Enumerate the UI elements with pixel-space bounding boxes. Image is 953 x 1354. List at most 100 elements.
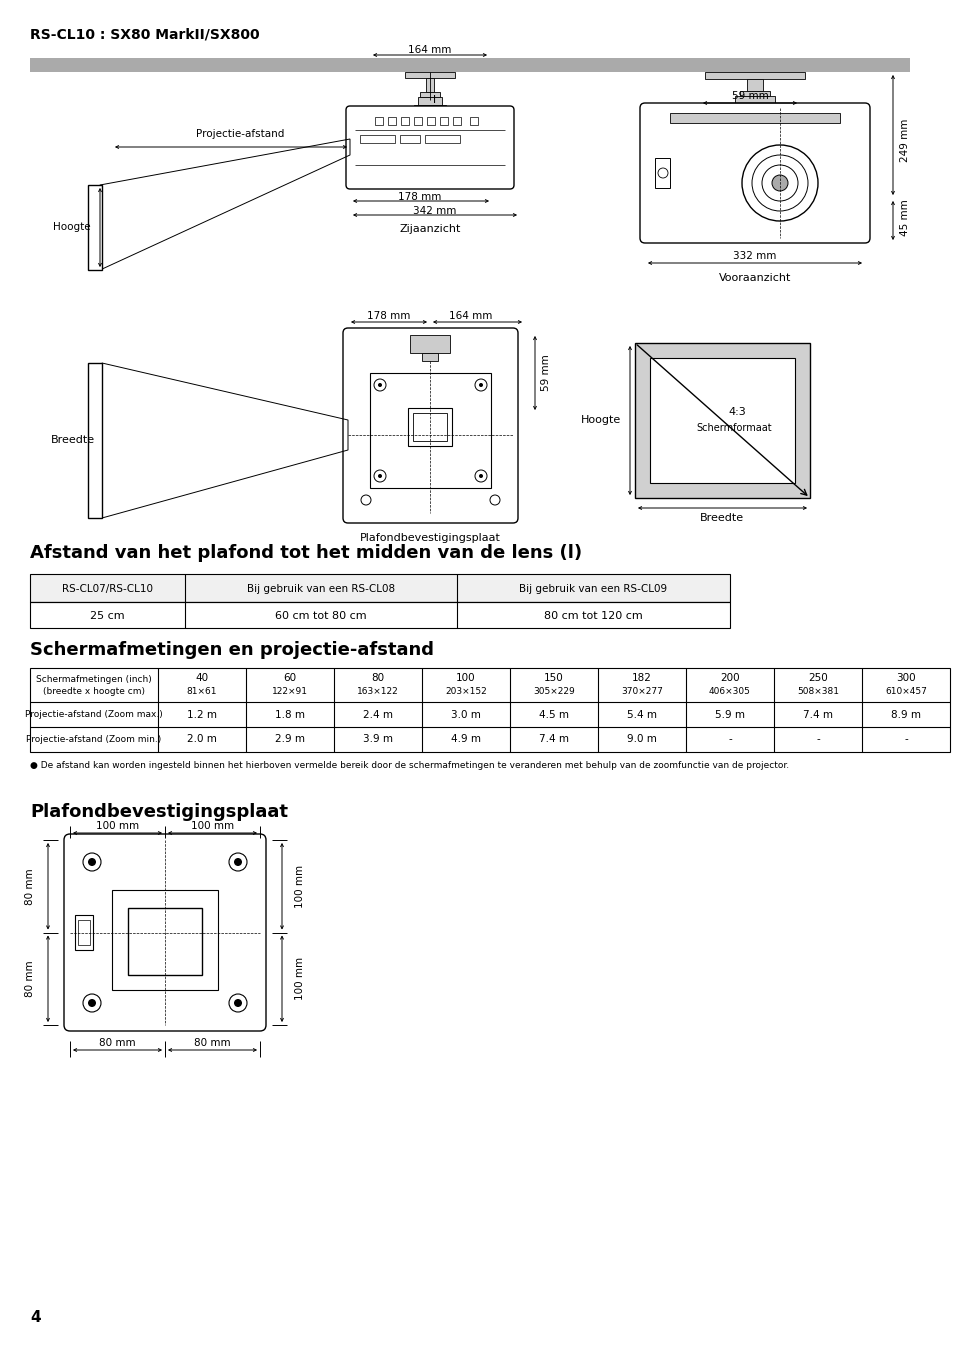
Text: 100 mm: 100 mm [294,957,305,1001]
Text: Afstand van het plafond tot het midden van de lens (l): Afstand van het plafond tot het midden v… [30,544,581,562]
Text: RS-CL10 : SX80 MarkII/SX800: RS-CL10 : SX80 MarkII/SX800 [30,28,259,42]
Text: Projectie-afstand (Zoom min.): Projectie-afstand (Zoom min.) [27,735,161,743]
Text: 7.4 m: 7.4 m [802,709,832,719]
Bar [734,96,774,103]
Text: 182: 182 [632,673,651,682]
Circle shape [233,858,242,867]
Text: Projectie-afstand: Projectie-afstand [195,129,284,139]
Text: 5.9 m: 5.9 m [714,709,744,719]
Bar [30,574,729,603]
Bar [370,372,491,487]
Bar [128,909,202,975]
Bar [112,890,218,990]
Text: 80 mm: 80 mm [194,1039,231,1048]
Text: 2.0 m: 2.0 m [187,734,216,745]
Bar [470,116,477,125]
Bar [426,79,434,92]
Text: 8.9 m: 8.9 m [890,709,920,719]
Text: 59 mm: 59 mm [731,91,767,102]
Text: 60: 60 [283,673,296,682]
Text: Breedte: Breedte [700,513,743,523]
Text: 100 mm: 100 mm [294,865,305,907]
Bar [655,158,669,188]
Text: 300: 300 [895,673,915,682]
Bar [635,343,809,498]
Bar [414,106,446,110]
Text: l: l [433,95,436,106]
Bar [421,353,437,362]
Bar [408,408,452,445]
Bar [453,116,460,125]
Text: RS-CL07/RS-CL10: RS-CL07/RS-CL10 [62,584,152,594]
Text: 3.9 m: 3.9 m [363,734,393,745]
Text: 3.0 m: 3.0 m [451,709,480,719]
Text: 332 mm: 332 mm [733,250,776,261]
Bar [439,116,448,125]
Text: 80 mm: 80 mm [25,868,35,904]
Bar [424,135,459,144]
Circle shape [229,994,247,1011]
Circle shape [88,999,96,1007]
Bar [414,116,421,125]
Text: 250: 250 [807,673,827,682]
Text: Plafondbevestigingsplaat: Plafondbevestigingsplaat [359,533,500,543]
Bar [399,135,419,144]
Circle shape [490,496,499,505]
Bar [88,185,102,269]
Text: Zijaanzicht: Zijaanzicht [399,223,460,234]
FancyBboxPatch shape [64,834,266,1030]
Bar [375,116,382,125]
Text: 508×381: 508×381 [796,688,838,696]
Bar [417,97,441,106]
Text: 305×229: 305×229 [533,688,575,696]
Circle shape [377,383,381,387]
Bar [669,112,840,123]
Bar [88,363,102,519]
Text: (breedte x hoogte cm): (breedte x hoogte cm) [43,686,145,696]
Text: 4: 4 [30,1311,41,1326]
Circle shape [751,154,807,211]
Circle shape [771,175,787,191]
Bar [649,357,794,483]
Text: 4.5 m: 4.5 m [538,709,568,719]
Bar [30,668,949,751]
Text: Schermafmetingen (inch): Schermafmetingen (inch) [36,674,152,684]
Text: -: - [815,734,819,745]
Text: Bij gebruik van een RS-CL08: Bij gebruik van een RS-CL08 [247,584,395,594]
Text: 60 cm tot 80 cm: 60 cm tot 80 cm [274,611,366,621]
Text: 610×457: 610×457 [884,688,926,696]
Text: 200: 200 [720,673,739,682]
Text: 40: 40 [195,673,209,682]
Bar [419,92,439,97]
Text: 203×152: 203×152 [445,688,486,696]
Circle shape [761,165,797,200]
Text: 163×122: 163×122 [356,688,398,696]
Text: 178 mm: 178 mm [367,311,410,321]
Text: 7.4 m: 7.4 m [538,734,568,745]
Text: 1.2 m: 1.2 m [187,709,216,719]
Bar [724,103,784,108]
Text: Hoogte: Hoogte [580,414,620,425]
Text: 59 mm: 59 mm [540,355,551,391]
Bar [740,91,769,96]
Text: 81×61: 81×61 [187,688,217,696]
Circle shape [374,470,386,482]
Text: 122×91: 122×91 [272,688,308,696]
Text: 25 cm: 25 cm [91,611,125,621]
Text: Projectie-afstand (Zoom max.): Projectie-afstand (Zoom max.) [25,709,163,719]
Text: Plafondbevestigingsplaat: Plafondbevestigingsplaat [30,803,288,821]
Bar [410,334,450,353]
Text: 164 mm: 164 mm [449,311,492,321]
FancyBboxPatch shape [346,106,514,190]
Circle shape [478,474,482,478]
Circle shape [233,999,242,1007]
Text: 249 mm: 249 mm [899,118,909,161]
Text: Bij gebruik van een RS-CL09: Bij gebruik van een RS-CL09 [518,584,667,594]
Text: 406×305: 406×305 [708,688,750,696]
Text: -: - [727,734,731,745]
Text: Schermafmetingen en projectie-afstand: Schermafmetingen en projectie-afstand [30,640,434,659]
Text: 164 mm: 164 mm [408,45,451,56]
Text: Schermformaat: Schermformaat [696,422,771,433]
Circle shape [475,470,486,482]
Bar [359,135,395,144]
